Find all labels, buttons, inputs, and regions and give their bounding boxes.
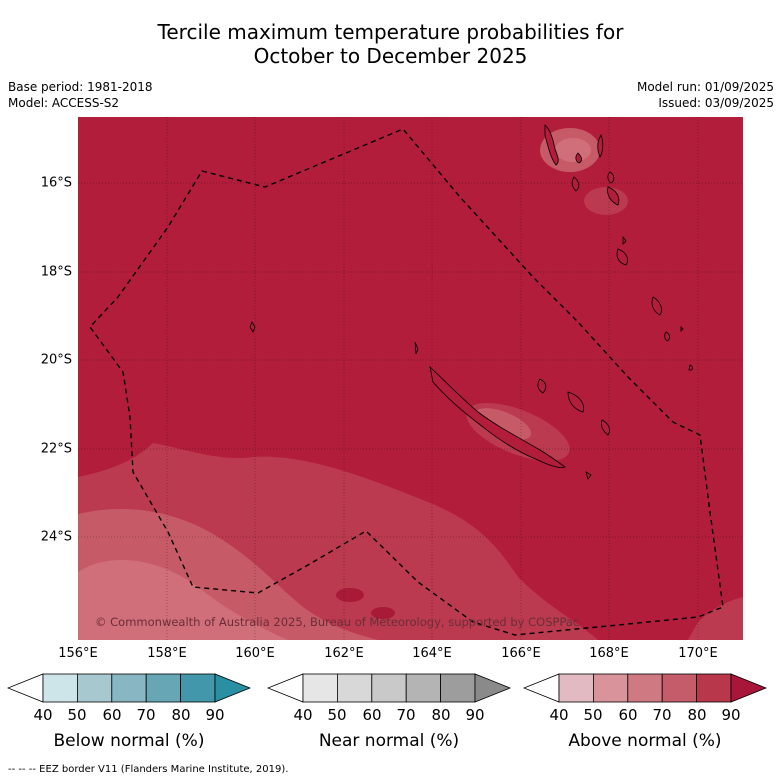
- lat-label: 16°S: [40, 175, 72, 191]
- colorbar-tick: 90: [721, 706, 741, 724]
- lon-label: 164°E: [412, 646, 452, 661]
- colorbar-below-title: Below normal (%): [53, 731, 205, 751]
- map-canvas: © Commonwealth of Australia 2025, Bureau…: [78, 117, 743, 640]
- colorbar-tick: 60: [362, 706, 382, 724]
- issued-date: Issued: 03/09/2025: [658, 96, 774, 110]
- colorbar-tick: 50: [583, 706, 603, 724]
- colorbar-above-normal: [523, 673, 767, 703]
- colorbar-tick: 80: [431, 706, 451, 724]
- meta-left: Base period: 1981-2018 Model: ACCESS-S2: [8, 79, 153, 111]
- lat-label: 20°S: [40, 352, 72, 368]
- colorbar-swatch: [696, 673, 732, 703]
- colorbar-swatch: [145, 673, 181, 703]
- model-run: Model run: 01/09/2025: [636, 80, 774, 94]
- colorbar-extend-low: [7, 673, 44, 703]
- colorbar-near-normal: [267, 673, 511, 703]
- colorbar-extend-low: [523, 673, 560, 703]
- colorbar-below-normal: [7, 673, 251, 703]
- colorbar-swatch: [440, 673, 476, 703]
- colorbar-swatch: [302, 673, 338, 703]
- lon-label: 162°E: [324, 646, 364, 661]
- colorbar-swatch: [42, 673, 78, 703]
- lon-label: 156°E: [58, 646, 98, 661]
- probability-darker-patch: [336, 588, 364, 602]
- colorbar-extend-high: [214, 673, 251, 703]
- colorbar-tick: 60: [102, 706, 122, 724]
- colorbar-swatch: [661, 673, 697, 703]
- probability-darker-patch: [371, 607, 395, 619]
- colorbar-tick: 60: [618, 706, 638, 724]
- colorbar-near-swatches: [267, 673, 511, 703]
- probability-hotspot-caledonia-core: [474, 408, 532, 440]
- colorbar-swatch: [337, 673, 373, 703]
- map-panel: © Commonwealth of Australia 2025, Bureau…: [78, 117, 743, 640]
- probability-contour-corner: [688, 597, 743, 640]
- colorbar-below-swatches: [7, 673, 251, 703]
- colorbar-above-title: Above normal (%): [568, 731, 722, 751]
- lon-label: 166°E: [501, 646, 541, 661]
- colorbar-swatch: [77, 673, 113, 703]
- new-caledonia: [414, 341, 610, 480]
- base-period: Base period: 1981-2018: [8, 80, 153, 94]
- colorbar-tick: 40: [549, 706, 569, 724]
- lon-label: 160°E: [235, 646, 275, 661]
- lat-label: 22°S: [40, 441, 72, 457]
- colorbar-tick: 80: [171, 706, 191, 724]
- colorbar-swatch: [371, 673, 407, 703]
- graticule: [78, 117, 743, 640]
- colorbar-tick: 80: [687, 706, 707, 724]
- colorbar-tick: 70: [652, 706, 672, 724]
- vanuatu: [544, 124, 693, 371]
- colorbar-above-swatches: [523, 673, 767, 703]
- colorbar-swatch: [111, 673, 147, 703]
- colorbar-tick: 90: [205, 706, 225, 724]
- lon-label: 158°E: [147, 646, 187, 661]
- probability-hotspot-vanuatu: [584, 187, 628, 215]
- colorbar-extend-high: [474, 673, 511, 703]
- colorbar-tick: 90: [465, 706, 485, 724]
- colorbar-tick: 70: [396, 706, 416, 724]
- colorbar-swatch: [180, 673, 216, 703]
- map-title-line-2: October to December 2025: [253, 44, 528, 68]
- probability-hotspot-north-core: [555, 138, 591, 162]
- colorbar-tick: 50: [327, 706, 347, 724]
- colorbar-swatch: [405, 673, 441, 703]
- lat-label: 18°S: [40, 264, 72, 280]
- islet: [249, 321, 256, 333]
- lon-label: 170°E: [678, 646, 718, 661]
- lon-label: 168°E: [589, 646, 629, 661]
- colorbar-tick: 50: [67, 706, 87, 724]
- eez-border: [89, 128, 724, 636]
- lat-label: 24°S: [40, 529, 72, 545]
- eez-legend-note: -- -- -- EEZ border V11 (Flanders Marine…: [8, 764, 289, 775]
- probability-contour-50: [78, 560, 288, 640]
- model-name: Model: ACCESS-S2: [8, 96, 120, 110]
- colorbar-extend-low: [267, 673, 304, 703]
- colorbar-extend-high: [730, 673, 767, 703]
- colorbar-near-title: Near normal (%): [318, 731, 460, 751]
- colorbar-swatch: [627, 673, 663, 703]
- colorbar-swatch: [593, 673, 629, 703]
- colorbar-tick: 40: [33, 706, 53, 724]
- colorbar-tick: 40: [293, 706, 313, 724]
- copyright-notice: © Commonwealth of Australia 2025, Bureau…: [95, 615, 579, 629]
- map-title-line-1: Tercile maximum temperature probabilitie…: [157, 20, 624, 44]
- colorbar-tick: 70: [136, 706, 156, 724]
- meta-right: Model run: 01/09/2025 Issued: 03/09/2025: [637, 79, 774, 111]
- colorbar-swatch: [558, 673, 594, 703]
